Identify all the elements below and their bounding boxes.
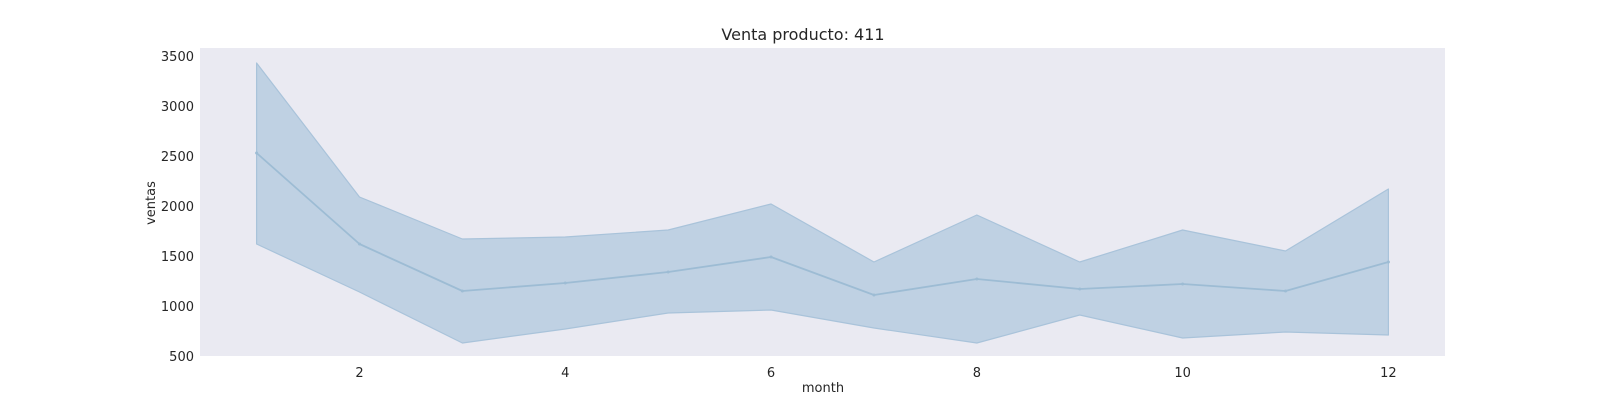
data-point (1078, 287, 1082, 291)
y-tick-label: 1000 (161, 300, 194, 315)
mean-line (255, 152, 1389, 296)
data-point (1284, 289, 1288, 293)
y-tick-label: 3000 (161, 100, 194, 115)
y-tick-label: 2000 (161, 200, 194, 215)
data-point (666, 270, 670, 274)
confidence-band-layer (255, 62, 1390, 344)
y-tick-label: 2500 (161, 150, 194, 165)
x-tick-label: 4 (561, 366, 569, 381)
x-tick-label: 2 (355, 366, 363, 381)
y-axis-ticks: 500 1000 1500 2000 2500 3000 3500 (161, 50, 194, 365)
y-axis-label: ventas (144, 181, 159, 225)
y-tick-label: 1500 (161, 250, 194, 265)
mean-line-layer (255, 151, 1390, 297)
data-point (872, 293, 876, 297)
data-point (975, 277, 979, 281)
data-point (769, 255, 773, 259)
confidence-band (255, 62, 1390, 344)
data-point (255, 151, 259, 155)
data-point (357, 242, 361, 246)
y-tick-label: 3500 (161, 50, 194, 65)
x-tick-label: 8 (973, 366, 981, 381)
x-tick-label: 12 (1380, 366, 1397, 381)
x-axis-label: month (802, 381, 844, 396)
data-point (1181, 282, 1185, 286)
data-point (460, 289, 464, 293)
x-tick-label: 10 (1174, 366, 1191, 381)
chart-title: Venta producto: 411 (721, 25, 884, 44)
x-axis-ticks: 2 4 6 8 10 12 (355, 366, 1396, 381)
data-point (1386, 260, 1390, 264)
data-point (563, 281, 567, 285)
y-tick-label: 500 (169, 350, 194, 365)
x-tick-label: 6 (767, 366, 775, 381)
